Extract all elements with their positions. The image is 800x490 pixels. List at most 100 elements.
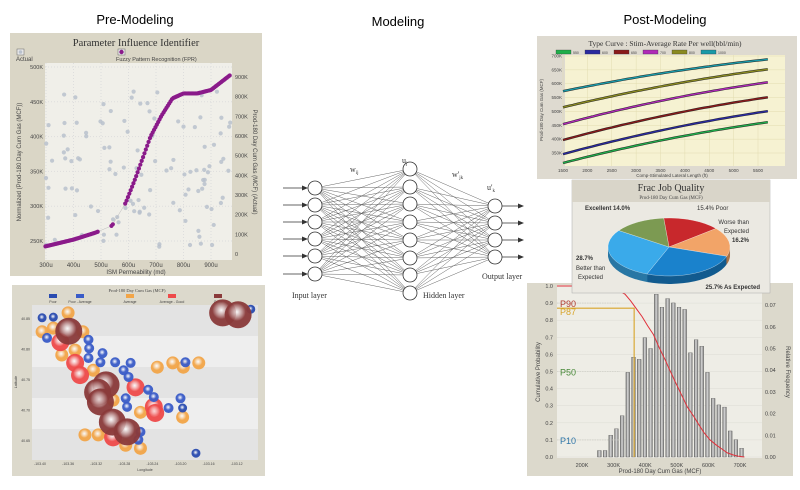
bubble-poor-average [143,384,154,395]
arrow-head-icon [302,236,308,242]
bubble-poor-average [118,365,129,376]
hidden-node [402,179,418,195]
legend-swatch [168,294,176,298]
legend-marker-fpr [119,49,124,55]
bubble-average [133,441,147,455]
bubble-poor-average [163,403,174,414]
bubble-poor-average [83,353,94,364]
histogram-bar [705,372,710,458]
frac-job-quality-pie-chart: Frac Job Quality Prod-180 Day Cum Gas (MC… [571,179,771,294]
actual-data-point [214,89,220,94]
x-tick-label: -103.36 [62,462,74,466]
connection-line [314,187,411,241]
type-curve-line [562,121,768,164]
histogram-bar [625,372,630,458]
panel-header [572,180,770,202]
fpr-data-point [132,177,137,182]
weight-label-wij-subscript: ij [356,171,359,176]
connection-line [314,203,411,275]
fpr-data-point [135,170,140,175]
actual-data-point [73,212,78,218]
input-node [307,180,323,196]
actual-data-point [198,241,203,246]
actual-data-point [102,145,107,150]
y-left-tick-label: 0.0 [545,455,553,461]
connection-line [314,168,411,257]
y-right-tick-label: 100K [235,232,248,238]
legend-label: 550 [573,51,579,55]
actual-data-point [147,109,152,114]
y-tick-label: 400K [551,137,562,142]
x-tick-label: 500K [670,463,683,469]
x-tick-label: -103.16 [203,462,215,466]
connection-line [409,205,496,259]
pie-label-worse-than-expected: Expected [724,229,749,235]
x-tick-label: 5000 [729,168,740,173]
actual-data-point [188,169,193,174]
histogram-bar [694,339,699,458]
y-left-tick-label: 0.1 [545,438,553,444]
hidden-unit-label-subscript: j [405,162,407,167]
histogram-bar [665,298,670,458]
x-tick-label: 700u [149,263,162,269]
connection-line [409,222,496,294]
bubble-poor-average [122,401,133,412]
x-tick-label: -103.40 [34,462,46,466]
histogram-bar [688,352,693,458]
plot-area [565,55,785,166]
y-tick-label: 40.70 [21,409,30,413]
x-tick-label: 700K [734,463,747,469]
connection-line [314,221,411,294]
histogram-bar [654,294,659,458]
arrow-head-icon [302,185,308,191]
arrow-head-icon [302,271,308,277]
bubble-average-good [71,366,90,385]
histogram-bar [659,307,664,458]
x-tick-label: -103.28 [118,462,130,466]
fpr-data-point [110,222,115,227]
output-unit-label: u'k [487,183,495,194]
actual-data-point [153,159,158,164]
weight-label-wjk: w'jk [452,170,464,181]
y-right-tick-label: 900K [235,75,248,81]
y-tick-label: 600K [551,81,562,86]
actual-data-point [221,156,226,161]
bubble-poor-average [120,393,131,404]
hidden-node [402,267,418,283]
actual-data-point [218,131,223,136]
y-axis-label: Latitude [14,376,18,389]
actual-data-point [61,133,66,138]
histogram-bar [739,448,744,458]
y-left-tick-label: 500K [30,65,43,71]
x-tick-label: 300u [39,263,52,269]
y-left-tick-label: 0.9 [545,301,553,307]
arrow-head-icon [518,203,524,209]
connection-line [409,221,496,224]
x-tick-label: 600u [122,263,135,269]
input-node [307,248,323,264]
actual-data-point [202,181,207,187]
histogram-bar [620,415,625,458]
input-node [307,197,323,213]
x-axis-label: ISM Permeability (md) [106,270,165,276]
actual-data-point [137,209,142,214]
y-left-tick-label: 0.4 [545,387,553,393]
histogram-bar [648,348,653,458]
connection-line [314,204,411,223]
type-curve-chart: Type Curve : Stim-Average Rate Per well(… [537,36,797,179]
legend-label: Poor [49,300,57,304]
histogram-bar [722,406,727,458]
output-unit-label-main: u' [487,183,493,192]
fpr-data-point [143,147,148,152]
connection-line [409,203,496,258]
type-curve-line [562,58,768,92]
actual-data-point [218,200,224,206]
actual-data-point [186,187,191,192]
bubble-average-good [146,403,165,422]
connection-line [314,187,411,259]
connection-line [409,256,496,294]
actual-data-point [200,186,205,191]
y-right-tick-label: 0.00 [765,455,776,461]
actual-data-point [204,204,210,209]
